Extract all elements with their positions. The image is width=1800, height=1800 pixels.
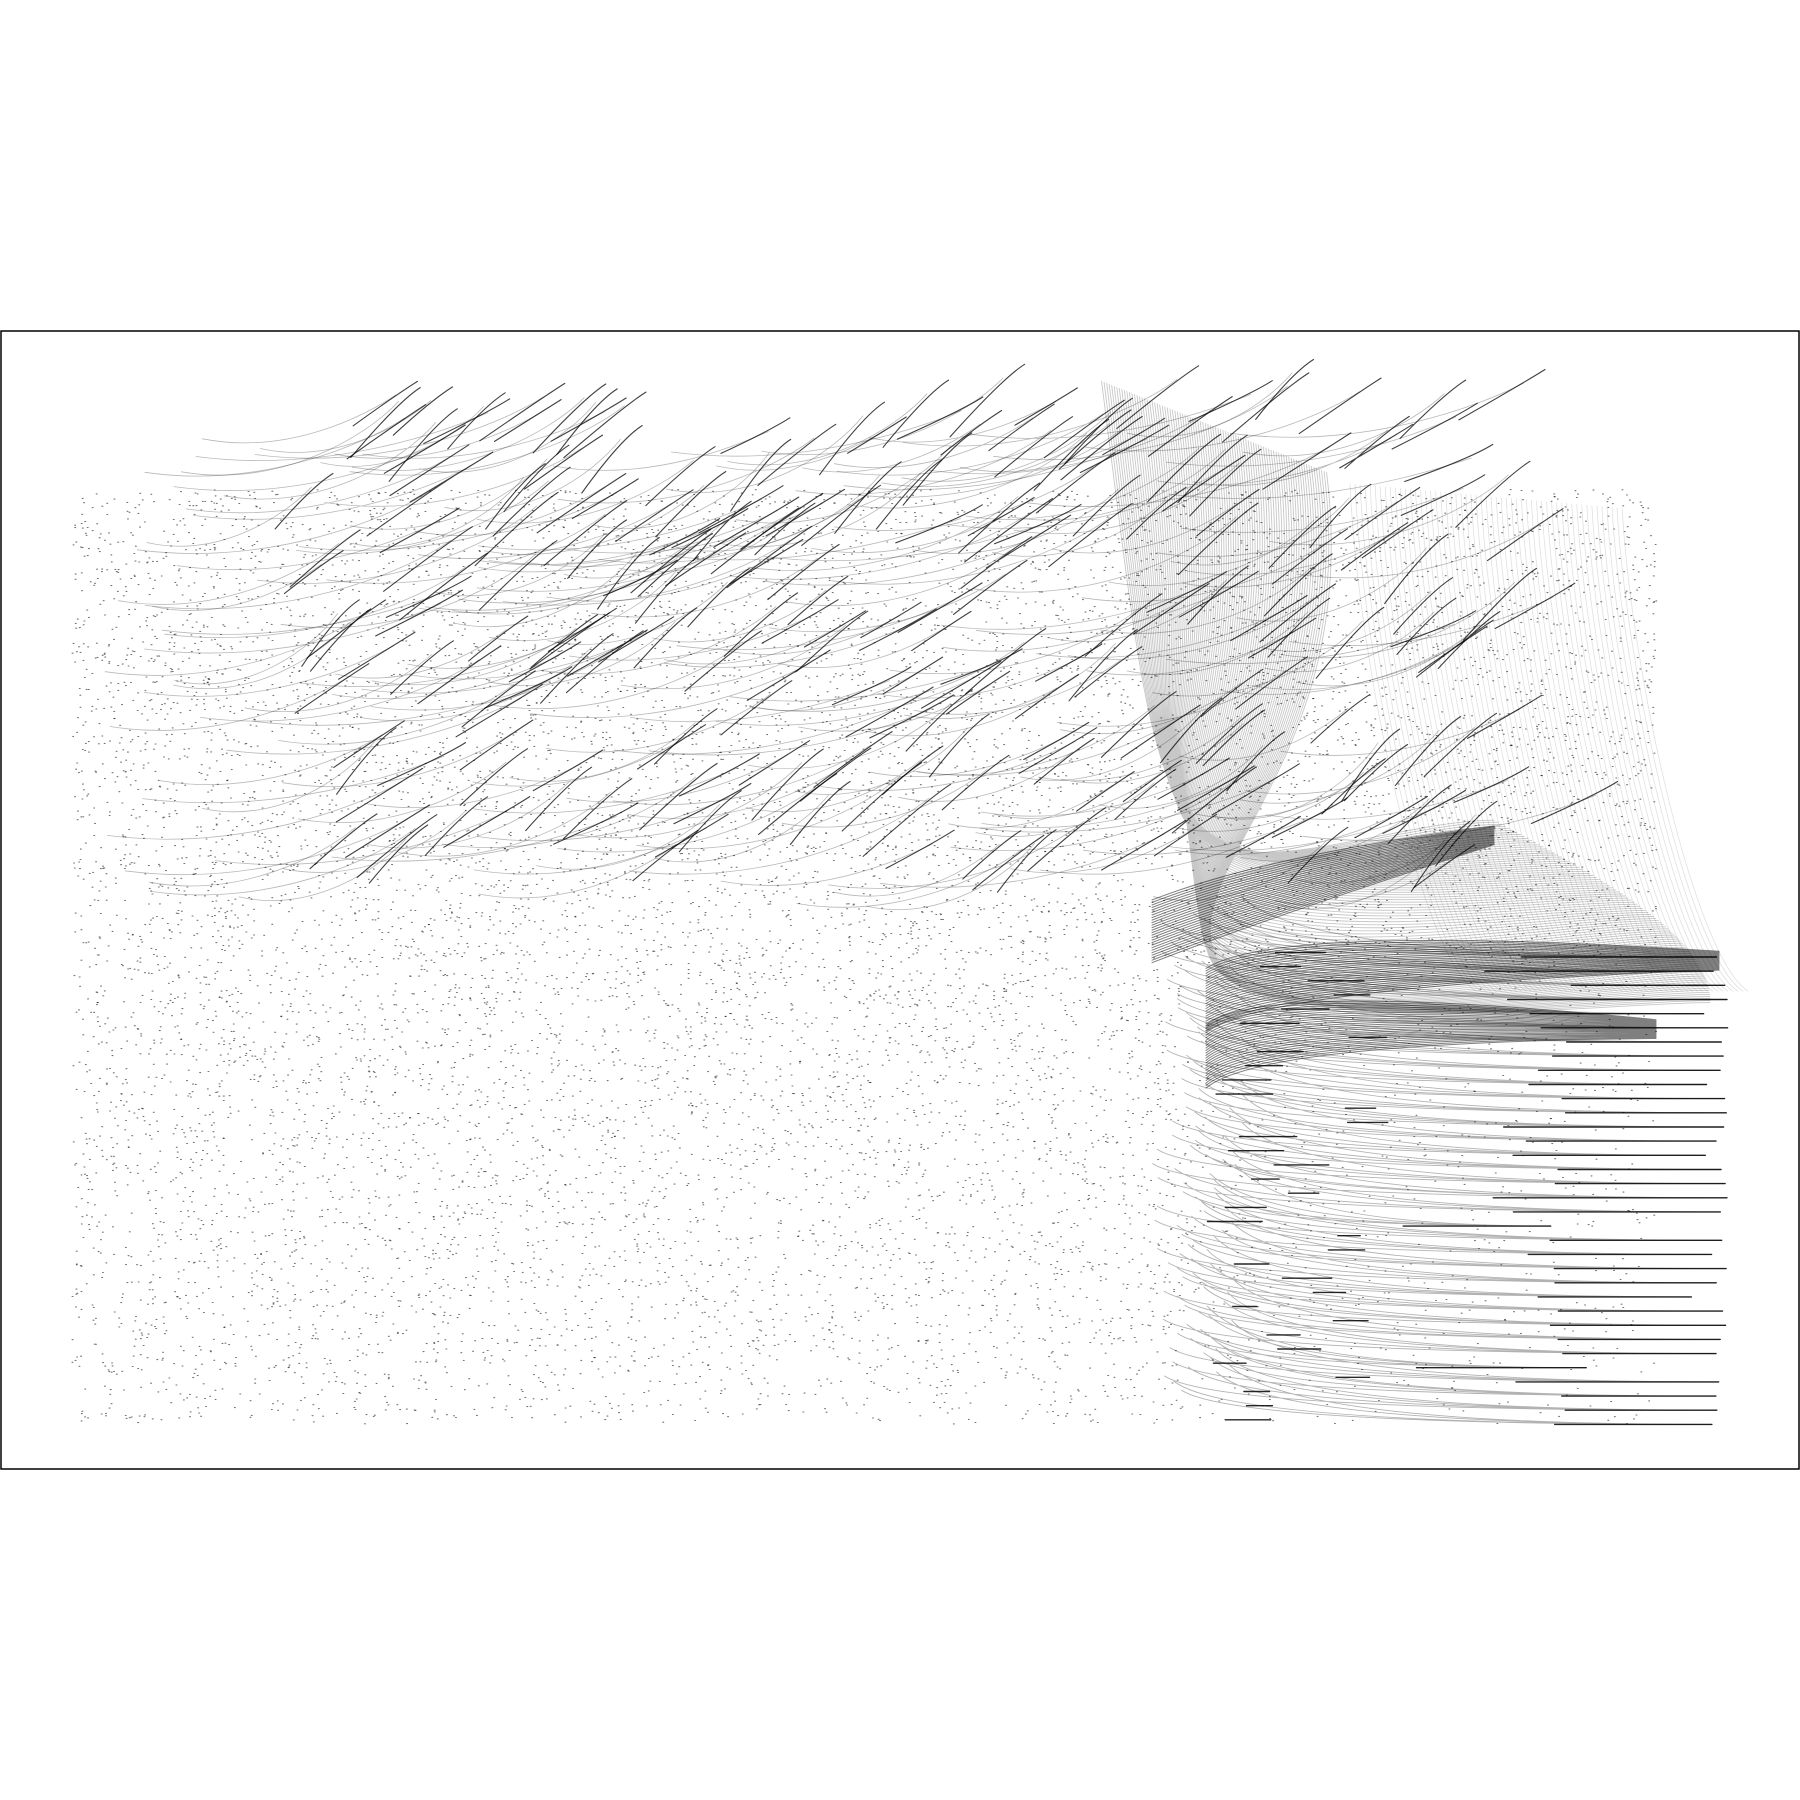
plot-area [0, 330, 1800, 1470]
scatter-plot [0, 330, 1800, 1470]
right-flat-strokes [1206, 951, 1729, 1426]
hook-tips [274, 368, 1546, 870]
hook-tips [309, 380, 1498, 893]
band-wedge-3 [1205, 1000, 1657, 1089]
cloud-points [72, 492, 1656, 1424]
band-sheet [1349, 483, 1749, 992]
axes-frame [0, 330, 1800, 1470]
hook-tips [301, 383, 1543, 891]
right-curves [1152, 894, 1729, 1425]
hook-tips [306, 365, 1564, 853]
hook-curves [109, 372, 1597, 910]
band-wedge-1 [1151, 825, 1495, 964]
cloud-points [73, 489, 1657, 1422]
right-flat-trajectories [1152, 894, 1729, 1426]
hook-tips [335, 372, 1538, 884]
hook-curves [107, 386, 1516, 901]
hook-curves [142, 397, 1521, 908]
band-wedge-2 [1205, 939, 1720, 1032]
cloud-points [71, 489, 1658, 1424]
cloud-points [72, 490, 1656, 1425]
hook-curves [143, 394, 1476, 911]
dense-band-feature [1101, 380, 1749, 1089]
hook-curves [104, 379, 1542, 870]
cloud-points [75, 489, 1655, 1425]
cloud-points [71, 490, 1657, 1422]
